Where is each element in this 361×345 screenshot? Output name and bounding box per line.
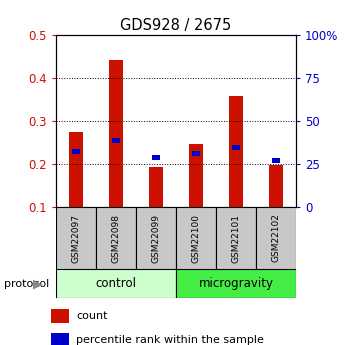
Bar: [71, 149, 81, 155]
Bar: [176, 269, 296, 298]
Bar: [271, 158, 280, 164]
Text: GSM22097: GSM22097: [71, 214, 81, 263]
Bar: [69, 131, 83, 207]
Text: GSM22100: GSM22100: [191, 214, 200, 263]
Bar: [56, 269, 176, 298]
Text: GSM22099: GSM22099: [152, 214, 161, 263]
Text: GSM22101: GSM22101: [231, 214, 240, 263]
Bar: [256, 207, 296, 269]
Bar: [189, 144, 203, 207]
Bar: [51, 309, 69, 323]
Text: percentile rank within the sample: percentile rank within the sample: [76, 335, 264, 345]
Bar: [56, 207, 96, 269]
Bar: [149, 167, 163, 207]
Text: count: count: [76, 311, 108, 321]
Bar: [192, 150, 200, 156]
Bar: [152, 155, 160, 160]
Text: GSM22102: GSM22102: [271, 214, 280, 263]
Text: control: control: [95, 277, 136, 290]
Text: GSM22098: GSM22098: [112, 214, 121, 263]
Bar: [232, 145, 240, 150]
Text: ▶: ▶: [33, 277, 43, 290]
Text: protocol: protocol: [4, 279, 49, 289]
Bar: [51, 333, 69, 345]
Bar: [176, 207, 216, 269]
Bar: [112, 138, 120, 143]
Title: GDS928 / 2675: GDS928 / 2675: [120, 18, 232, 33]
Bar: [109, 60, 123, 207]
Bar: [216, 207, 256, 269]
Text: microgravity: microgravity: [199, 277, 274, 290]
Bar: [229, 96, 243, 207]
Bar: [136, 207, 176, 269]
Bar: [96, 207, 136, 269]
Bar: [269, 165, 283, 207]
